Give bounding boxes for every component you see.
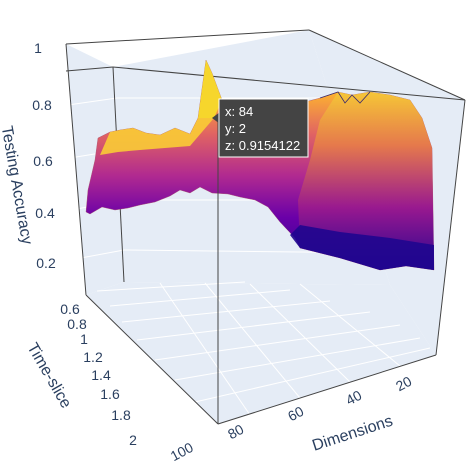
z-tick-2: 0.6 <box>33 153 53 169</box>
hover-y-key: y: <box>225 121 239 136</box>
hover-y: y: 2 <box>225 121 246 136</box>
y-tick-1: 0.8 <box>67 316 87 332</box>
z-tick-3: 0.8 <box>32 97 52 113</box>
y-tick-4: 1.4 <box>91 367 111 383</box>
y-tick-5: 1.6 <box>100 386 120 402</box>
y-tick-7: 2 <box>129 432 137 448</box>
hover-box <box>218 98 309 158</box>
hover-y-value: 2 <box>239 121 246 136</box>
y-tick-3: 1.2 <box>83 349 103 365</box>
y-axis-title: Time-slice <box>23 340 74 411</box>
hover-z-key: z: <box>225 138 239 153</box>
z-axis: 0.2 0.4 0.6 0.8 1 Testing Accuracy <box>0 40 56 271</box>
y-tick-0: 0.6 <box>60 301 80 317</box>
x-tick-3: 40 <box>343 387 364 409</box>
hover-x-value: 84 <box>239 104 253 119</box>
z-tick-4: 1 <box>34 40 42 56</box>
surface-ridge-line <box>319 91 371 104</box>
y-tick-2: 1 <box>80 331 88 347</box>
x-tick-2: 60 <box>285 403 306 425</box>
hover-z: z: 0.9154122 <box>225 138 300 153</box>
z-axis-title: Testing Accuracy <box>0 125 35 246</box>
surface-front-shadow[interactable] <box>290 225 434 270</box>
surface-peak[interactable] <box>198 60 222 118</box>
floor-pane <box>86 282 436 424</box>
x-axis-title: Dimensions <box>310 413 395 455</box>
z-tick-1: 0.4 <box>35 205 55 221</box>
surface-ridge-left[interactable] <box>100 118 214 155</box>
x-tick-4: 20 <box>393 373 414 395</box>
surface[interactable] <box>85 59 435 271</box>
x-tick-1: 80 <box>225 421 246 443</box>
hover-pointer <box>212 112 220 124</box>
y-tick-6: 1.8 <box>111 407 131 423</box>
hover-x: x: 84 <box>225 104 253 119</box>
hover-tooltip: x: 84 y: 2 z: 0.9154122 <box>212 98 309 158</box>
hover-z-value: 0.9154122 <box>239 138 300 153</box>
hover-x-key: x: <box>225 104 239 119</box>
x-tick-0: 100 <box>168 439 196 464</box>
surface-right-wall[interactable] <box>298 92 434 270</box>
z-tick-0: 0.2 <box>36 255 56 271</box>
